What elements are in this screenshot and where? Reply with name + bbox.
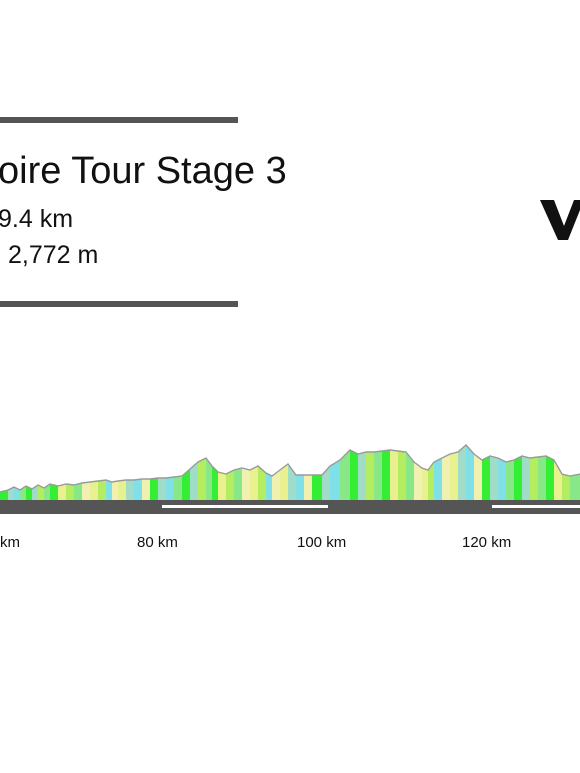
- profile-segment: [374, 451, 382, 500]
- profile-segment: [280, 464, 288, 500]
- profile-segment: [174, 476, 182, 500]
- profile-segment: [158, 478, 166, 500]
- profile-segment: [554, 460, 562, 500]
- profile-segment: [562, 474, 570, 500]
- profile-segments: [0, 445, 580, 500]
- profile-segment: [14, 487, 20, 500]
- profile-segment: [98, 480, 106, 500]
- km-label: 80 km: [137, 534, 178, 551]
- profile-segment: [226, 470, 234, 500]
- profile-segment: [296, 475, 304, 500]
- profile-segment: [458, 445, 466, 500]
- profile-segment: [434, 458, 442, 500]
- profile-segment: [498, 458, 506, 500]
- profile-segment: [366, 452, 374, 500]
- profile-segment: [234, 468, 242, 500]
- km-label: 100 km: [297, 534, 347, 551]
- profile-segment: [466, 445, 474, 500]
- profile-segment: [422, 468, 428, 500]
- profile-segment: [382, 450, 390, 500]
- profile-segment: [218, 472, 226, 500]
- profile-segment: [414, 462, 422, 500]
- road-marker: [492, 505, 580, 508]
- profile-segment: [142, 479, 150, 500]
- profile-segment: [312, 475, 322, 500]
- road-marker: [162, 505, 328, 508]
- profile-segment: [242, 468, 250, 500]
- profile-segment: [82, 482, 90, 500]
- title-top-rule: [0, 117, 238, 123]
- profile-segment: [206, 458, 212, 500]
- profile-segment: [304, 475, 312, 500]
- profile-segment: [66, 484, 74, 500]
- title-bottom-rule: [0, 301, 238, 307]
- profile-segment: [38, 485, 44, 500]
- elevation-profile: [0, 444, 580, 514]
- profile-segment: [428, 462, 434, 500]
- profile-segment: [26, 486, 32, 500]
- profile-segment: [450, 452, 458, 500]
- brand-logo-icon: [540, 200, 580, 240]
- km-label: km: [0, 534, 20, 551]
- profile-segment: [58, 484, 66, 500]
- profile-segment: [126, 480, 134, 500]
- profile-segment: [474, 454, 482, 500]
- profile-segment: [406, 452, 414, 500]
- profile-segment: [390, 450, 398, 500]
- profile-segment: [330, 460, 340, 500]
- profile-segment: [166, 477, 174, 500]
- profile-segment: [0, 490, 8, 500]
- profile-segment: [50, 484, 58, 500]
- profile-segment: [182, 469, 190, 500]
- profile-segment: [150, 478, 158, 500]
- km-label: 120 km: [462, 534, 512, 551]
- profile-segment: [90, 481, 98, 500]
- profile-segment: [250, 466, 258, 500]
- profile-segment: [506, 460, 514, 500]
- profile-segment: [358, 452, 366, 500]
- profile-segment: [546, 456, 554, 500]
- profile-segment: [74, 483, 82, 500]
- profile-segment: [538, 456, 546, 500]
- profile-segment: [112, 481, 118, 500]
- stage-elevation: 2,772 m: [8, 241, 99, 269]
- profile-segment: [134, 479, 142, 500]
- profile-segment: [322, 466, 330, 500]
- profile-segment: [118, 480, 126, 500]
- page-title: oire Tour Stage 3: [0, 150, 287, 192]
- stage-distance: 9.4 km: [0, 205, 74, 233]
- profile-segment: [570, 474, 580, 500]
- profile-segment: [198, 458, 206, 500]
- profile-segment: [266, 473, 272, 500]
- profile-segment: [190, 462, 198, 500]
- profile-segment: [212, 466, 218, 500]
- profile-segment: [44, 484, 50, 500]
- profile-segment: [530, 457, 538, 500]
- profile-segment: [490, 456, 498, 500]
- profile-segment: [8, 487, 14, 500]
- profile-segment: [482, 456, 490, 500]
- profile-segment: [272, 470, 280, 500]
- profile-segment: [340, 450, 350, 500]
- profile-segment: [514, 456, 522, 500]
- profile-segment: [106, 480, 112, 500]
- profile-outline: [0, 444, 580, 493]
- profile-segment: [350, 450, 358, 500]
- profile-segment: [258, 466, 266, 500]
- profile-segment: [522, 456, 530, 500]
- profile-segment: [398, 451, 406, 500]
- profile-segment: [442, 454, 450, 500]
